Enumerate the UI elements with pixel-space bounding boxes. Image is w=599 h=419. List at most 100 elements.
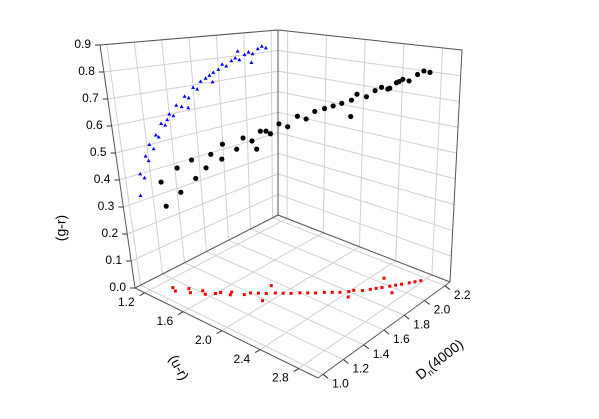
point: [414, 71, 421, 78]
tick-mark: [254, 349, 261, 354]
grid-line: [272, 217, 446, 287]
floor-point: [330, 290, 334, 294]
wall-point: [246, 50, 251, 54]
x-tick-label: 2.4: [234, 352, 251, 366]
wall-point: [143, 154, 148, 158]
floor-point: [249, 291, 253, 295]
wall-point: [174, 103, 179, 107]
point: [203, 165, 209, 171]
wall-point: [191, 85, 196, 89]
wall-point: [159, 121, 164, 125]
wall-point: [138, 193, 143, 198]
floor-point: [394, 283, 398, 287]
axis-edge: [99, 44, 136, 289]
tick-mark: [424, 300, 430, 305]
grid-line: [277, 152, 455, 206]
z-tick-label: 0.5: [90, 145, 107, 159]
wall-point: [203, 76, 208, 80]
point: [372, 88, 378, 94]
tick-mark: [363, 344, 370, 350]
z-tick-label: 0.7: [82, 91, 99, 105]
z-tick-label: 0.8: [78, 64, 95, 78]
floor-point: [264, 291, 268, 295]
wall-point: [255, 46, 260, 51]
floor-point: [188, 291, 192, 295]
axis-edge: [277, 214, 451, 283]
z-tick-label: 0.3: [98, 199, 115, 213]
wall-point: [142, 175, 147, 180]
grid-line: [277, 193, 452, 257]
wall-point: [195, 87, 200, 91]
wall-point: [224, 63, 229, 68]
wall-point: [156, 134, 161, 139]
z-tick-label: 0.6: [86, 118, 103, 132]
floor-point: [201, 289, 205, 293]
wall-point: [165, 117, 170, 122]
point: [321, 105, 328, 112]
x-tick-label: 1.2: [118, 295, 135, 309]
grid-line: [277, 173, 453, 231]
point: [421, 68, 427, 74]
point: [174, 165, 180, 171]
point: [312, 108, 318, 115]
grid-line: [162, 273, 344, 360]
floor-point: [242, 293, 246, 297]
point: [294, 113, 300, 119]
floor-point: [346, 295, 350, 299]
point: [249, 138, 255, 144]
tick-mark: [403, 314, 410, 320]
floor-point: [281, 291, 285, 295]
axis-edge: [134, 287, 319, 379]
point: [387, 85, 393, 91]
grid-line: [103, 50, 279, 73]
x-axis-title: (u-r): [166, 352, 193, 383]
wall-point: [233, 56, 238, 60]
point: [219, 156, 225, 162]
floor-point: [228, 293, 232, 297]
wall-point: [237, 57, 242, 62]
point: [188, 157, 195, 163]
wall-point: [146, 158, 151, 163]
wall-point: [259, 44, 264, 48]
grid-line: [243, 32, 251, 230]
grid-line: [115, 111, 279, 154]
wall-point: [153, 133, 158, 137]
floor-point: [390, 291, 394, 295]
point: [178, 189, 184, 195]
x-tick-label: 2.0: [195, 333, 212, 347]
wall-point: [220, 62, 225, 66]
point: [303, 116, 309, 122]
grid-line: [250, 228, 425, 301]
floor-point: [388, 284, 392, 288]
grid-line: [277, 50, 461, 77]
point: [285, 124, 291, 130]
point: [276, 121, 282, 127]
floor-point: [289, 291, 293, 295]
grid-line: [111, 91, 279, 127]
floor-point: [399, 282, 403, 286]
floor-point: [338, 290, 342, 294]
point: [330, 103, 336, 109]
floor-point: [380, 285, 384, 289]
y-tick-label: 2.0: [434, 303, 451, 317]
wall-point: [207, 73, 212, 77]
tick-mark: [444, 285, 451, 291]
floor-point: [407, 281, 411, 285]
grid-line: [277, 70, 460, 103]
wall-point: [147, 142, 152, 147]
floor-point: [322, 290, 326, 294]
z-tick-label: 0.0: [109, 280, 126, 294]
grid-line: [277, 91, 459, 128]
wall-point: [186, 95, 191, 100]
point: [267, 131, 274, 137]
floor-point: [203, 292, 207, 296]
point: [163, 203, 169, 209]
wall-point: [163, 123, 168, 127]
point: [348, 97, 355, 103]
floor-point: [413, 280, 417, 284]
grid-line: [431, 47, 444, 275]
y-tick-label: 1.4: [373, 347, 390, 361]
grid-line: [107, 70, 279, 100]
grid-line: [161, 39, 185, 263]
point: [240, 135, 246, 141]
